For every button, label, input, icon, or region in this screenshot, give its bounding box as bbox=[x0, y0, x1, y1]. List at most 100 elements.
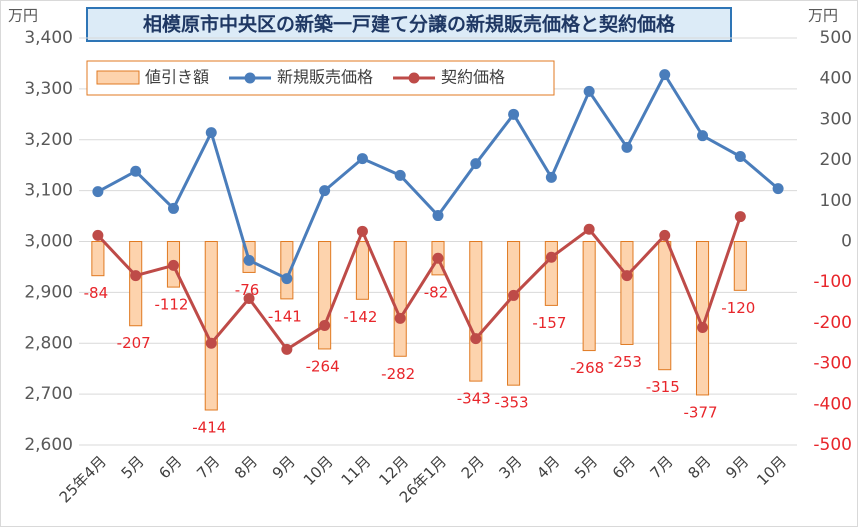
y2-tick-label: 200 bbox=[820, 150, 852, 170]
legend-label: 値引き額 bbox=[145, 68, 209, 87]
chart-title: 相模原市中央区の新築一戸建て分譲の新規販売価格と契約価格 bbox=[143, 13, 676, 36]
point bbox=[281, 343, 293, 355]
data-label: -120 bbox=[721, 299, 755, 317]
point bbox=[243, 292, 255, 304]
y2-tick-label: 100 bbox=[820, 191, 852, 211]
data-label: -264 bbox=[306, 357, 340, 375]
bar bbox=[280, 241, 294, 300]
point bbox=[583, 85, 595, 97]
y-tick-label: 3,200 bbox=[24, 130, 73, 150]
data-label: -82 bbox=[424, 283, 449, 301]
y-tick-label: 2,900 bbox=[24, 282, 73, 302]
point bbox=[545, 171, 557, 183]
legend-box bbox=[86, 60, 555, 96]
y-tick-label: 3,400 bbox=[24, 28, 73, 48]
y2-tick-label: 0 bbox=[841, 232, 852, 252]
data-label: -157 bbox=[532, 314, 566, 332]
y2-tick-label: -200 bbox=[813, 313, 852, 333]
bar bbox=[582, 241, 596, 352]
data-label: -112 bbox=[154, 296, 188, 314]
point bbox=[432, 210, 444, 222]
y-tick-label: 3,000 bbox=[24, 232, 73, 252]
point bbox=[470, 158, 482, 170]
data-label: -282 bbox=[381, 365, 415, 383]
point bbox=[621, 270, 633, 282]
bar bbox=[91, 241, 105, 277]
legend-label: 新規販売価格 bbox=[277, 68, 373, 87]
point bbox=[92, 229, 104, 241]
y-tick-label: 3,300 bbox=[24, 79, 73, 99]
point bbox=[394, 169, 406, 181]
title-box bbox=[86, 7, 732, 42]
point bbox=[394, 312, 406, 324]
y2-tick-label: 400 bbox=[820, 69, 852, 89]
legend-swatch bbox=[96, 70, 140, 85]
point bbox=[281, 273, 293, 285]
bar bbox=[507, 241, 521, 386]
y-unit: 万円 bbox=[8, 7, 38, 25]
point bbox=[130, 270, 142, 282]
point bbox=[432, 252, 444, 264]
point bbox=[734, 211, 746, 223]
y2-tick-label: 500 bbox=[820, 28, 852, 48]
bar bbox=[393, 241, 407, 357]
y2-tick-label: -400 bbox=[813, 394, 852, 414]
data-label: -84 bbox=[84, 284, 109, 302]
point bbox=[508, 289, 520, 301]
bar bbox=[129, 241, 143, 327]
y-tick-label: 2,600 bbox=[24, 435, 73, 455]
point bbox=[205, 127, 217, 139]
point bbox=[697, 321, 709, 333]
data-label: -76 bbox=[235, 281, 260, 299]
point bbox=[167, 259, 179, 271]
point bbox=[772, 183, 784, 195]
data-label: -353 bbox=[495, 394, 529, 412]
legend-swatch bbox=[244, 72, 256, 84]
bar bbox=[658, 241, 672, 371]
data-label: -343 bbox=[457, 390, 491, 408]
point bbox=[470, 333, 482, 345]
legend: 値引き額 新規販売価格 契約価格 bbox=[86, 60, 555, 96]
data-label: -141 bbox=[268, 307, 302, 325]
point bbox=[130, 165, 142, 177]
point bbox=[508, 108, 520, 120]
point bbox=[697, 130, 709, 142]
point bbox=[356, 153, 368, 165]
y2-tick-label: -500 bbox=[813, 435, 852, 455]
point bbox=[243, 254, 255, 266]
point bbox=[659, 69, 671, 81]
y2-unit: 万円 bbox=[808, 7, 838, 25]
y2-tick-label: 300 bbox=[820, 109, 852, 129]
data-label: -142 bbox=[343, 308, 377, 326]
data-label: -253 bbox=[608, 353, 642, 371]
point bbox=[583, 223, 595, 235]
data-label: -315 bbox=[646, 378, 680, 396]
point bbox=[734, 151, 746, 163]
bar bbox=[469, 241, 483, 382]
bar bbox=[544, 241, 558, 306]
data-label: -414 bbox=[192, 418, 226, 436]
legend-label: 契約価格 bbox=[441, 68, 505, 87]
grid bbox=[79, 37, 797, 446]
point bbox=[205, 337, 217, 349]
point bbox=[659, 229, 671, 241]
y-tick-label: 3,100 bbox=[24, 181, 73, 201]
bar bbox=[204, 241, 218, 411]
point bbox=[92, 186, 104, 198]
y2-tick-label: -300 bbox=[813, 354, 852, 374]
point bbox=[319, 319, 331, 331]
point bbox=[167, 202, 179, 214]
bar bbox=[620, 241, 634, 345]
data-label: -207 bbox=[117, 334, 151, 352]
legend-swatch bbox=[408, 72, 420, 84]
bar bbox=[355, 241, 369, 300]
y2-tick-label: -100 bbox=[813, 272, 852, 292]
data-label: -377 bbox=[684, 403, 718, 421]
point bbox=[319, 185, 331, 197]
y-tick-label: 2,700 bbox=[24, 384, 73, 404]
bar bbox=[695, 241, 710, 396]
line bbox=[96, 216, 742, 352]
point bbox=[621, 141, 633, 153]
point bbox=[356, 225, 368, 237]
